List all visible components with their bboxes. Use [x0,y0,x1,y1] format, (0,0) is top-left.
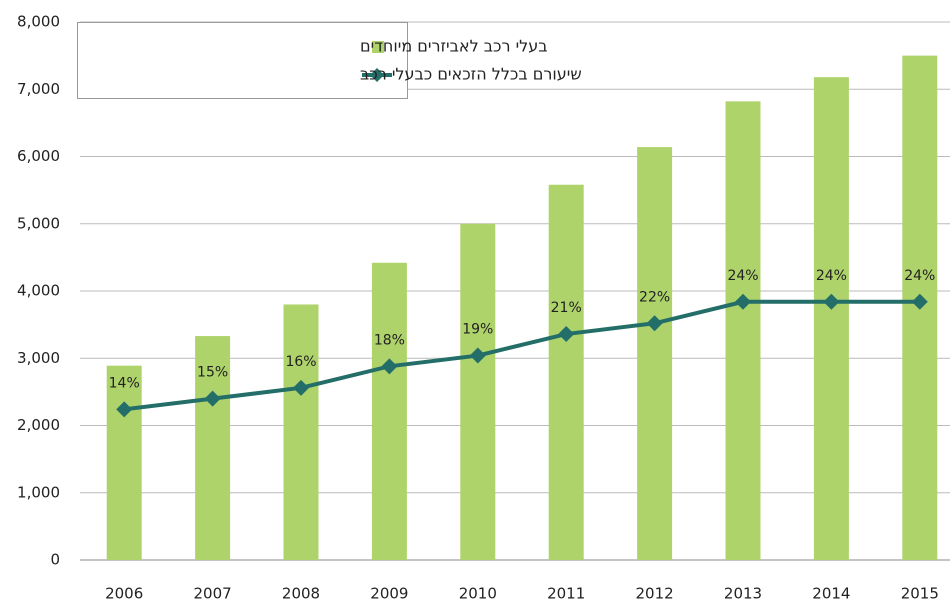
line-marker [558,326,575,343]
data-label: 21% [551,300,582,316]
line-marker [646,315,663,332]
x-tick-label: 2013 [724,585,762,603]
y-tick-label: 7,000 [17,80,60,98]
line-marker [823,293,840,310]
bar [283,304,319,560]
bar [460,223,496,560]
line-marker [116,401,133,418]
line-marker [381,358,398,375]
x-tick-label: 2009 [370,585,408,603]
data-label: 14% [109,375,140,391]
y-tick-label: 1,000 [17,483,60,501]
x-tick-label: 2006 [105,585,143,603]
legend-label: בעלי רכב לאביזרים מיוחדים [360,37,548,56]
x-tick-label: 2014 [812,585,850,603]
line [123,299,920,412]
data-label: 16% [285,354,316,370]
data-label: 18% [374,332,405,348]
x-tick-label: 2008 [282,585,320,603]
y-tick-label: 2,000 [17,416,60,434]
legend-label: שיעורם בכלל הזכאים כבעלי רכב [360,65,582,84]
data-label: 15% [197,365,228,381]
legend-box [77,22,408,99]
data-label: 22% [639,289,670,305]
y-tick-label: 0 [50,551,60,569]
bar [548,184,584,560]
x-tick-label: 2012 [636,585,674,603]
bar [371,262,407,560]
y-tick-label: 8,000 [17,13,60,31]
data-label: 24% [816,268,847,284]
bar [725,101,761,560]
x-tick-label: 2015 [901,585,939,603]
data-label: 19% [462,322,493,338]
x-tick-label: 2007 [194,585,232,603]
y-tick-label: 5,000 [17,214,60,232]
legend-swatch [370,68,384,82]
line-marker [735,293,751,310]
legend: בעלי רכב לאביזרים מיוחדים שיעורם בכלל הזכ… [77,22,582,99]
data-label: 24% [727,268,758,284]
line-marker [469,347,486,364]
y-tick-label: 4,000 [17,282,60,300]
data-label: 24% [904,268,935,284]
x-tick-label: 2011 [547,585,585,603]
y-tick-label: 6,000 [17,147,60,165]
line-marker [293,379,309,396]
bar [637,147,673,560]
bar [106,365,142,560]
line-marker [204,390,221,407]
legend-swatch [372,41,384,53]
y-tick-label: 3,000 [17,349,60,367]
x-tick-label: 2010 [459,585,497,603]
bar [813,77,849,561]
bar [195,336,231,560]
line-marker [911,293,928,310]
